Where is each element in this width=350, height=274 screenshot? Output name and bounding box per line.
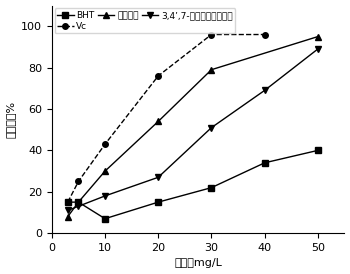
Line: BHT: BHT xyxy=(65,148,321,221)
3,4’,7-三羟基二氮黄酮醇 xyxy=(66,209,70,212)
3,4’,7-三羟基二氮黄酮醇 xyxy=(262,89,267,92)
BHT xyxy=(209,186,214,189)
Y-axis label: 消除率，%: 消除率，% xyxy=(6,101,15,138)
黄颜木素 xyxy=(103,169,107,173)
Line: 黄颜木素: 黄颜木素 xyxy=(64,33,321,220)
Legend: BHT, Vc, 黄颜木素, 3,4’,7-三羟基二氮黄酮醇: BHT, Vc, 黄颜木素, 3,4’,7-三羟基二氮黄酮醇 xyxy=(55,8,236,33)
3,4’,7-三羟基二氮黄酮醇 xyxy=(103,194,107,198)
Vc xyxy=(209,33,214,36)
BHT xyxy=(103,217,107,220)
3,4’,7-三羟基二氮黄酮醇 xyxy=(76,205,80,208)
X-axis label: 浓度，mg/L: 浓度，mg/L xyxy=(174,258,222,269)
Line: Vc: Vc xyxy=(65,32,267,205)
3,4’,7-三羟基二氮黄酮醇 xyxy=(209,126,214,129)
黄颜木素 xyxy=(316,35,320,38)
Vc xyxy=(156,74,160,78)
黄颜木素 xyxy=(76,201,80,204)
Vc xyxy=(76,180,80,183)
BHT xyxy=(156,201,160,204)
BHT xyxy=(316,149,320,152)
3,4’,7-三羟基二氮黄酮醇 xyxy=(156,176,160,179)
黄颜木素 xyxy=(156,120,160,123)
BHT xyxy=(76,201,80,204)
Vc xyxy=(103,142,107,146)
黄颜木素 xyxy=(209,68,214,71)
BHT xyxy=(262,161,267,164)
Line: 3,4’,7-三羟基二氮黄酮醇: 3,4’,7-三羟基二氮黄酮醇 xyxy=(64,45,321,214)
BHT xyxy=(66,201,70,204)
黄颜木素 xyxy=(66,215,70,218)
3,4’,7-三羟基二氮黄酮醇 xyxy=(316,47,320,51)
Vc xyxy=(262,33,267,36)
Vc xyxy=(66,201,70,204)
